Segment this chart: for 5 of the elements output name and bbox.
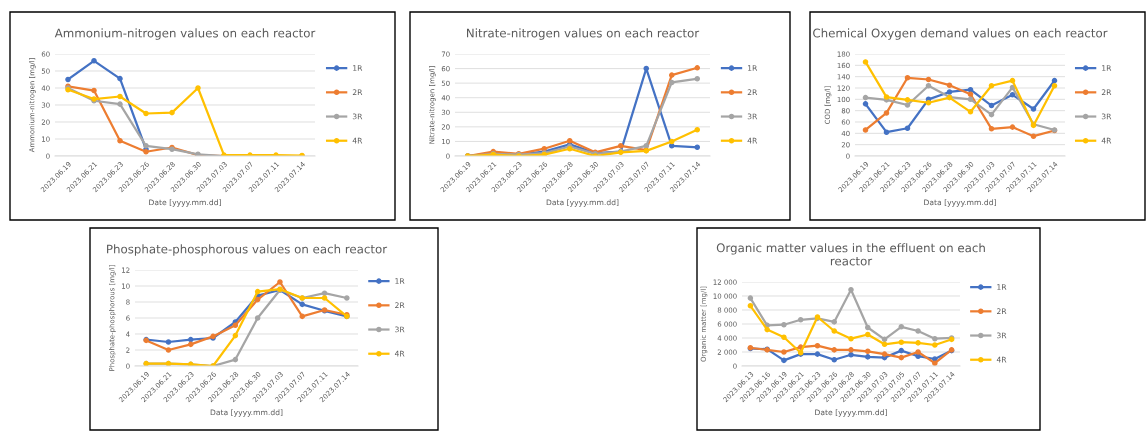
chart-title: Nitrate-nitrogen values on each reactor [467, 28, 700, 40]
chart-title: Chemical Oxygen demand values on each reactor [813, 28, 1108, 40]
chart-title: Organic matter values in the effluent on each reactor [716, 243, 985, 266]
chart-title: Phosphate-phosphorous values on each reactor [107, 244, 388, 256]
chart-title: Ammonium-nitrogen values on each reactor [54, 28, 316, 40]
